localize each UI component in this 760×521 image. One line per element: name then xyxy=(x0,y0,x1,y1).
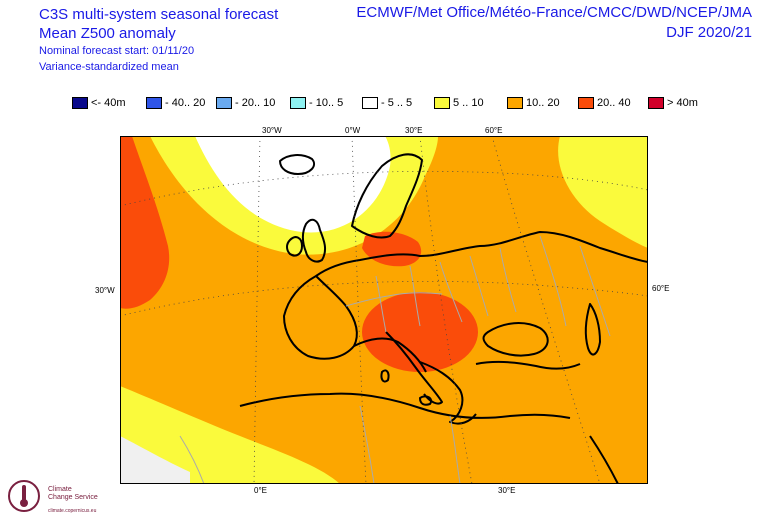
legend-item: > 40m xyxy=(648,96,698,110)
legend-item: <- 40m xyxy=(72,96,126,110)
lon-label-top: 0°W xyxy=(345,126,361,135)
anomaly-field-20-40 xyxy=(120,136,170,309)
lon-label-top: 60°E xyxy=(485,126,503,135)
legend-label: 10.. 20 xyxy=(526,97,560,109)
legend-swatch xyxy=(648,97,664,109)
title-line-2: Mean Z500 anomaly xyxy=(39,25,176,42)
legend-label: - 5 .. 5 xyxy=(381,97,413,109)
copernicus-logo: Climate Change Service climate.copernicu… xyxy=(6,478,98,519)
legend-label: > 40m xyxy=(667,97,698,109)
legend-swatch xyxy=(578,97,594,109)
legend-label: - 40.. 20 xyxy=(165,97,206,109)
anomaly-map xyxy=(120,136,648,484)
legend-swatch xyxy=(362,97,378,109)
legend-item: 20.. 40 xyxy=(578,96,631,110)
logo-text-3: climate.copernicus.eu xyxy=(48,508,97,514)
legend-label: - 20.. 10 xyxy=(235,97,276,109)
legend-swatch xyxy=(146,97,162,109)
lon-label-bottom: 30°E xyxy=(498,486,516,495)
forecast-start-text: Nominal forecast start: 01/11/20 xyxy=(39,45,195,57)
legend-item: 10.. 20 xyxy=(507,96,560,110)
anomaly-field-neutral xyxy=(195,136,391,233)
legend-item: - 40.. 20 xyxy=(146,96,205,110)
centres-text: ECMWF/Met Office/Météo-France/CMCC/DWD/N… xyxy=(356,4,752,21)
legend-label: 5 .. 10 xyxy=(453,97,484,109)
lon-label-bottom: 0°E xyxy=(254,486,267,495)
thermometer-logo-icon xyxy=(8,480,40,512)
anomaly-field-5-10 xyxy=(558,136,648,248)
legend-swatch xyxy=(507,97,523,109)
legend-item: - 10.. 5 xyxy=(290,96,343,110)
lon-label-top: 30°W xyxy=(262,126,282,135)
legend-item: 5 .. 10 xyxy=(434,96,484,110)
method-text: Variance-standardized mean xyxy=(39,61,179,73)
title-line-1: C3S multi-system seasonal forecast xyxy=(39,6,279,23)
legend-swatch xyxy=(72,97,88,109)
no-data-area xyxy=(120,436,190,484)
anomaly-field-5-10 xyxy=(120,386,340,484)
legend-item: - 20.. 10 xyxy=(216,96,275,110)
legend-swatch xyxy=(290,97,306,109)
graticule-lines xyxy=(120,136,648,484)
legend-swatch xyxy=(434,97,450,109)
legend-label: 20.. 40 xyxy=(597,97,631,109)
lat-label-left: 30°W xyxy=(95,286,115,295)
lat-label-right: 60°E xyxy=(652,284,670,293)
legend-label: <- 40m xyxy=(91,97,126,109)
legend-swatch xyxy=(216,97,232,109)
legend-item: - 5 .. 5 xyxy=(362,96,412,110)
season-text: DJF 2020/21 xyxy=(666,24,752,41)
logo-text-2: Change Service xyxy=(48,494,98,501)
logo-text-1: Climate xyxy=(48,486,72,493)
coastlines xyxy=(239,153,648,484)
legend-label: - 10.. 5 xyxy=(309,97,344,109)
country-borders xyxy=(179,235,611,484)
anomaly-field-20-40 xyxy=(362,292,478,372)
map-frame xyxy=(120,136,648,484)
lon-label-top: 30°E xyxy=(405,126,423,135)
